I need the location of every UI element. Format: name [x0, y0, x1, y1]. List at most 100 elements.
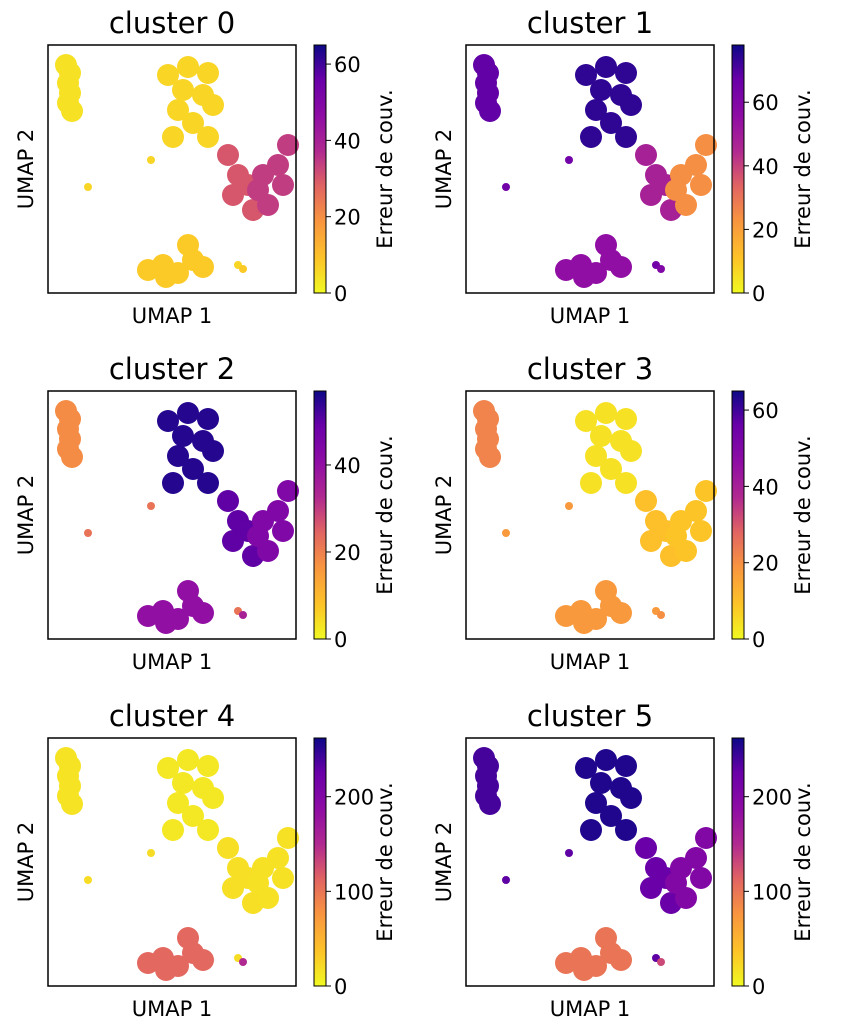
colorbar-tick-label: 40 — [334, 129, 361, 153]
scatter-point-top_blob — [197, 472, 219, 494]
scatter-point-small_dots — [565, 502, 573, 510]
scatter-point-small_dots — [147, 849, 155, 857]
colorbar-tick-label: 0 — [334, 975, 347, 999]
scatter-point-top_blob — [575, 64, 597, 86]
scatter-point-arm — [695, 827, 717, 849]
scatter-point-top_blob — [600, 112, 622, 134]
panel-title: cluster 3 — [527, 352, 653, 386]
colorbar — [313, 737, 327, 987]
scatter-point-arm — [277, 827, 299, 849]
scatter-point-arm — [247, 525, 269, 547]
axes-frame — [47, 390, 297, 640]
scatter-point-bottom_blob — [595, 234, 617, 256]
scatter-point-small_dots — [147, 156, 155, 164]
scatter-point-left_strip — [479, 793, 501, 815]
colorbar-tick-label: 20 — [334, 541, 361, 565]
scatter-point-left_strip — [61, 446, 83, 468]
scatter-point-arm — [267, 154, 289, 176]
scatter-point-arm — [277, 134, 299, 156]
scatter-point-top_blob — [580, 472, 602, 494]
scatter-point-arm — [690, 174, 712, 196]
colorbar-label: Erreur de couv. — [373, 89, 397, 248]
scatter-point-top_blob — [595, 56, 617, 78]
colorbar-tick-label: 60 — [334, 53, 361, 77]
scatter-point-top_blob — [615, 62, 637, 84]
colorbar-tick-label: 0 — [334, 282, 347, 306]
scatter-point-top_blob — [615, 408, 637, 430]
axes-frame — [465, 44, 715, 294]
scatter-point-top_blob — [177, 56, 199, 78]
scatter-point-branch — [640, 877, 662, 899]
scatter-point-branch — [217, 837, 239, 859]
scatter-point-top_blob — [595, 402, 617, 424]
y-axis-label: UMAP 2 — [14, 822, 38, 903]
panel-0: cluster 0 UMAP 1 UMAP 2 0 20 40 60 Erreur de co… — [14, 6, 397, 328]
scatter-point-top_blob — [600, 458, 622, 480]
scatter-point-arm — [267, 500, 289, 522]
colorbar-label: Erreur de couv. — [791, 435, 815, 594]
scatter-point-arm — [685, 500, 707, 522]
scatter-point-left_strip — [61, 793, 83, 815]
panel-2: cluster 2 UMAP 1 UMAP 2 0 20 40 Erreur de couv… — [14, 352, 397, 674]
scatter-point-branch — [222, 877, 244, 899]
y-axis-label: UMAP 2 — [432, 129, 456, 210]
scatter-point-small_dots — [502, 529, 510, 537]
panel-title: cluster 1 — [527, 6, 653, 40]
scatter-point-arm — [665, 525, 687, 547]
scatter-point-arm — [247, 179, 269, 201]
colorbar — [731, 390, 745, 640]
scatter-point-top_blob — [197, 819, 219, 841]
axes-frame — [465, 390, 715, 640]
scatter-point-small_dots — [565, 156, 573, 164]
scatter-point-top_blob — [162, 126, 184, 148]
scatter-point-top_blob — [177, 402, 199, 424]
y-axis-label: UMAP 2 — [432, 475, 456, 556]
scatter-point-top_blob — [615, 472, 637, 494]
axes-frame — [47, 44, 297, 294]
colorbar — [731, 44, 745, 294]
scatter-point-arm — [695, 134, 717, 156]
scatter-point-small_dots — [502, 183, 510, 191]
scatter-point-top_blob — [157, 64, 179, 86]
scatter-point-top_blob — [585, 445, 607, 467]
scatter-point-right_dot — [657, 958, 665, 966]
scatter-point-top_blob — [615, 755, 637, 777]
colorbar-label: Erreur de couv. — [373, 782, 397, 941]
scatter-point-right_dot — [239, 265, 247, 273]
scatter-point-right_dot — [657, 611, 665, 619]
colorbar-tick-label: 60 — [752, 91, 779, 115]
scatter-point-top_blob — [182, 112, 204, 134]
scatter-point-arm — [272, 520, 294, 542]
scatter-point-top_blob — [575, 410, 597, 432]
scatter-point-top_blob — [167, 445, 189, 467]
scatter-point-arm — [277, 480, 299, 502]
scatter-point-top_blob — [590, 425, 612, 447]
y-axis-label: UMAP 2 — [14, 475, 38, 556]
scatter-point-bottom_blob — [177, 234, 199, 256]
scatter-point-top_blob — [595, 749, 617, 771]
scatter-point-arm — [690, 867, 712, 889]
panel-title: cluster 0 — [109, 6, 235, 40]
colorbar-tick-label: 0 — [334, 628, 347, 652]
colorbar-tick-label: 0 — [752, 628, 765, 652]
colorbar — [313, 44, 327, 294]
scatter-point-branch — [217, 490, 239, 512]
panel-3: cluster 3 UMAP 1 UMAP 2 0 20 40 60 Erreur de co… — [432, 352, 815, 674]
scatter-point-top_blob — [590, 79, 612, 101]
scatter-point-left_strip — [61, 100, 83, 122]
scatter-point-arm — [665, 872, 687, 894]
scatter-point-top_blob — [620, 94, 642, 116]
scatter-point-top_blob — [202, 94, 224, 116]
scatter-point-bottom_blob — [155, 959, 177, 981]
scatter-point-arm — [685, 847, 707, 869]
scatter-point-top_blob — [157, 410, 179, 432]
panel-title: cluster 2 — [109, 352, 235, 386]
x-axis-label: UMAP 1 — [550, 650, 631, 674]
scatter-point-bottom_blob — [595, 580, 617, 602]
scatter-point-top_blob — [167, 792, 189, 814]
scatter-point-small_dots — [84, 183, 92, 191]
scatter-point-bottom_blob — [155, 612, 177, 634]
scatter-point-arm — [665, 179, 687, 201]
scatter-point-top_blob — [197, 755, 219, 777]
